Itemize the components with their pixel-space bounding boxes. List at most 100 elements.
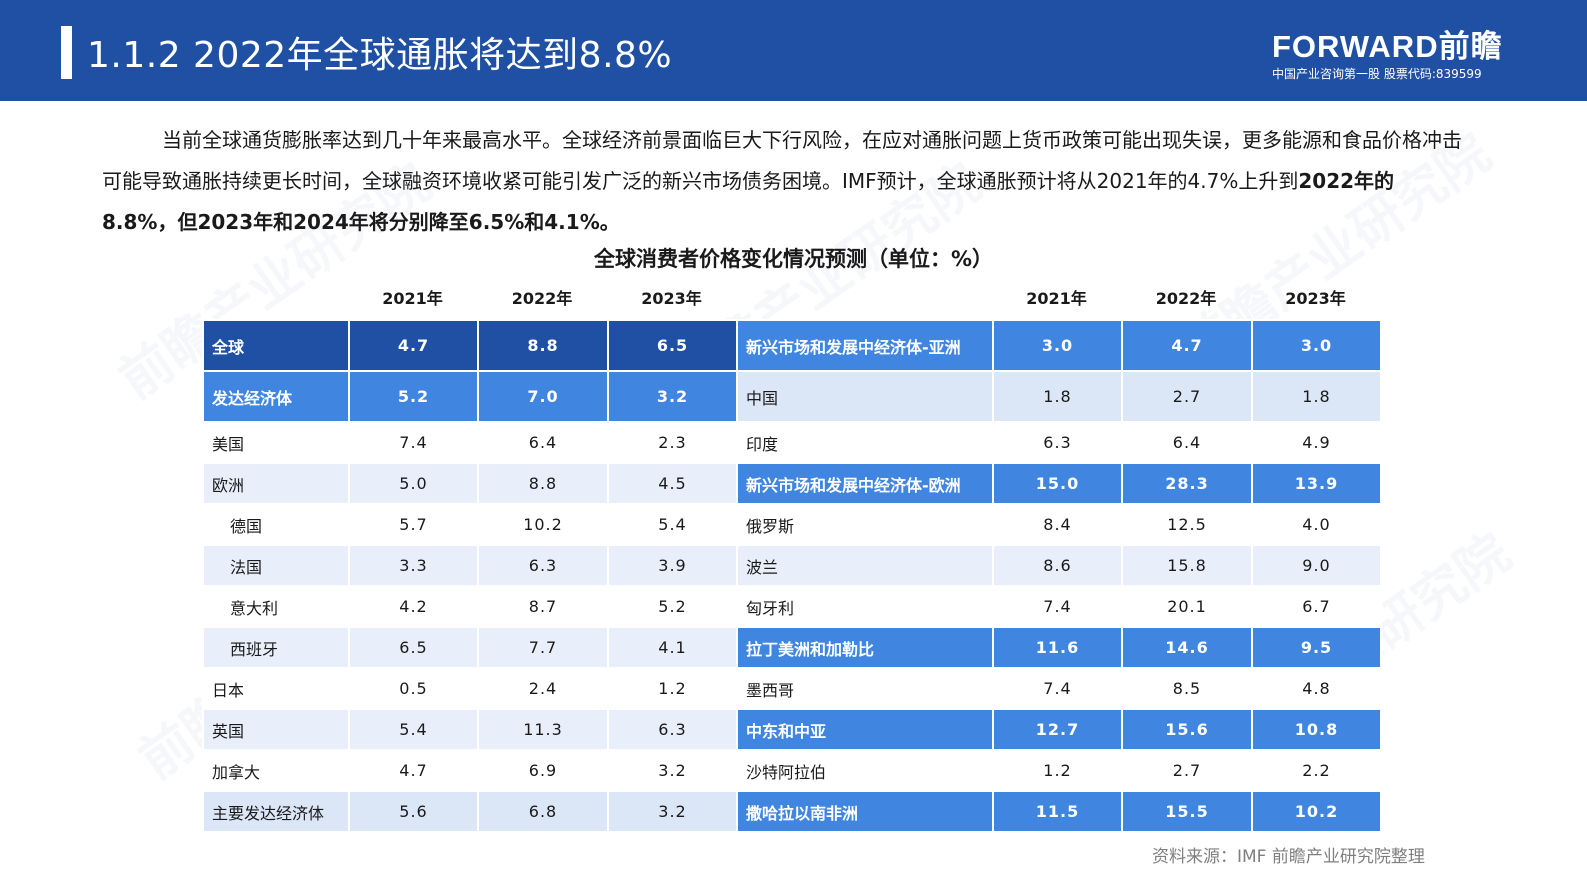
value-cell: 8.7 [477,585,609,628]
value-cell: 4.0 [1251,503,1382,546]
table-title: 全球消费者价格变化情况预测（单位：%） [593,247,994,271]
table-row: 加拿大 4.7 6.9 3.2 沙特阿拉伯 1.2 2.7 2.2 [202,749,1382,792]
value-cell: 5.4 [607,503,738,546]
intro-text-bold: 2022年的8.8%，但2023年和2024年将分别降至6.5%和4.1%。 [102,169,1395,234]
value-cell: 11.6 [992,626,1123,669]
value-cell: 2.7 [1121,749,1253,792]
region-name-cell: 中国 [736,370,994,423]
forward-logo: FORWARD前瞻 中国产业咨询第一股 股票代码:839599 [1272,30,1522,82]
value-cell: 15.6 [1121,708,1253,751]
value-cell: 3.2 [607,790,738,833]
region-name-cell: 发达经济体 [202,370,350,423]
value-cell: 4.7 [1121,319,1253,372]
value-cell: 5.7 [348,503,479,546]
value-cell: 28.3 [1121,462,1253,505]
value-cell: 8.6 [992,544,1123,587]
cpi-forecast-table: 全球 4.7 8.8 6.5 新兴市场和发展中经济体-亚洲 3.0 4.7 3.0 发达经济体 5… [202,319,1382,833]
intro-paragraph: 当前全球通货膨胀率达到几十年来最高水平。全球经济前景面临巨大下行风险，在应对通胀… [102,120,1467,243]
table-row: 德国 5.7 10.2 5.4 俄罗斯 8.4 12.5 4.0 [202,503,1382,546]
value-cell: 6.7 [1251,585,1382,628]
value-cell: 6.9 [477,749,609,792]
year-header: 2023年 [1285,289,1346,308]
region-name-cell: 新兴市场和发展中经济体-欧洲 [736,462,994,505]
value-cell: 12.5 [1121,503,1253,546]
region-name-cell: 撒哈拉以南非洲 [736,790,994,833]
region-name-cell: 印度 [736,421,994,464]
table-row: 欧洲 5.0 8.8 4.5 新兴市场和发展中经济体-欧洲 15.0 28.3 13.9 [202,462,1382,505]
value-cell: 20.1 [1121,585,1253,628]
table-row: 法国 3.3 6.3 3.9 波兰 8.6 15.8 9.0 [202,544,1382,587]
value-cell: 14.6 [1121,626,1253,669]
page-title: 1.1.2 2022年全球通胀将达到8.8% [87,35,673,76]
logo-subtitle: 中国产业咨询第一股 股票代码:839599 [1272,67,1482,81]
value-cell: 4.1 [607,626,738,669]
value-cell: 4.8 [1251,667,1382,710]
region-name-cell: 西班牙 [202,626,350,669]
region-name-cell: 中东和中亚 [736,708,994,751]
value-cell: 9.0 [1251,544,1382,587]
table-row: 西班牙 6.5 7.7 4.1 拉丁美洲和加勒比 11.6 14.6 9.5 [202,626,1382,669]
value-cell: 15.8 [1121,544,1253,587]
table-row: 日本 0.5 2.4 1.2 墨西哥 7.4 8.5 4.8 [202,667,1382,710]
value-cell: 4.5 [607,462,738,505]
value-cell: 12.7 [992,708,1123,751]
value-cell: 8.5 [1121,667,1253,710]
value-cell: 6.4 [1121,421,1253,464]
value-cell: 5.2 [607,585,738,628]
value-cell: 15.0 [992,462,1123,505]
value-cell: 4.9 [1251,421,1382,464]
year-header: 2022年 [1155,289,1217,308]
value-cell: 5.0 [348,462,479,505]
region-name-cell: 拉丁美洲和加勒比 [736,626,994,669]
value-cell: 3.2 [607,749,738,792]
region-name-cell: 全球 [202,319,350,372]
value-cell: 5.6 [348,790,479,833]
value-cell: 6.5 [607,319,738,372]
source-note: 资料来源：IMF 前瞻产业研究院整理 [1152,847,1425,867]
value-cell: 11.3 [477,708,609,751]
table-row: 主要发达经济体 5.6 6.8 3.2 撒哈拉以南非洲 11.5 15.5 10.2 [202,790,1382,833]
region-name-cell: 意大利 [202,585,350,628]
value-cell: 7.0 [477,370,609,423]
region-name-cell: 墨西哥 [736,667,994,710]
value-cell: 6.3 [607,708,738,751]
value-cell: 10.2 [1251,790,1382,833]
value-cell: 3.3 [348,544,479,587]
intro-text: 当前全球通货膨胀率达到几十年来最高水平。全球经济前景面临巨大下行风险，在应对通胀… [102,128,1462,193]
table-row: 美国 7.4 6.4 2.3 印度 6.3 6.4 4.9 [202,421,1382,464]
value-cell: 15.5 [1121,790,1253,833]
value-cell: 10.8 [1251,708,1382,751]
value-cell: 6.8 [477,790,609,833]
value-cell: 4.7 [348,749,479,792]
title-accent-bar [61,26,72,79]
value-cell: 6.3 [477,544,609,587]
table-row: 意大利 4.2 8.7 5.2 匈牙利 7.4 20.1 6.7 [202,585,1382,628]
value-cell: 3.0 [1251,319,1382,372]
value-cell: 2.7 [1121,370,1253,423]
value-cell: 7.4 [992,585,1123,628]
region-name-cell: 匈牙利 [736,585,994,628]
table-row: 发达经济体 5.2 7.0 3.2 中国 1.8 2.7 1.8 [202,370,1382,423]
region-name-cell: 俄罗斯 [736,503,994,546]
value-cell: 9.5 [1251,626,1382,669]
value-cell: 6.3 [992,421,1123,464]
year-header: 2023年 [641,289,702,308]
value-cell: 1.2 [992,749,1123,792]
value-cell: 6.5 [348,626,479,669]
region-name-cell: 主要发达经济体 [202,790,350,833]
value-cell: 7.4 [992,667,1123,710]
year-header: 2022年 [511,289,573,308]
value-cell: 3.9 [607,544,738,587]
value-cell: 8.4 [992,503,1123,546]
header-banner: 1.1.2 2022年全球通胀将达到8.8% FORWARD前瞻 中国产业咨询第… [0,0,1587,101]
region-name-cell: 日本 [202,667,350,710]
region-name-cell: 德国 [202,503,350,546]
value-cell: 2.4 [477,667,609,710]
value-cell: 3.2 [607,370,738,423]
region-name-cell: 英国 [202,708,350,751]
value-cell: 2.3 [607,421,738,464]
value-cell: 8.8 [477,319,609,372]
logo-brand: FORWARD前瞻 [1272,29,1503,64]
region-name-cell: 波兰 [736,544,994,587]
value-cell: 1.8 [1251,370,1382,423]
